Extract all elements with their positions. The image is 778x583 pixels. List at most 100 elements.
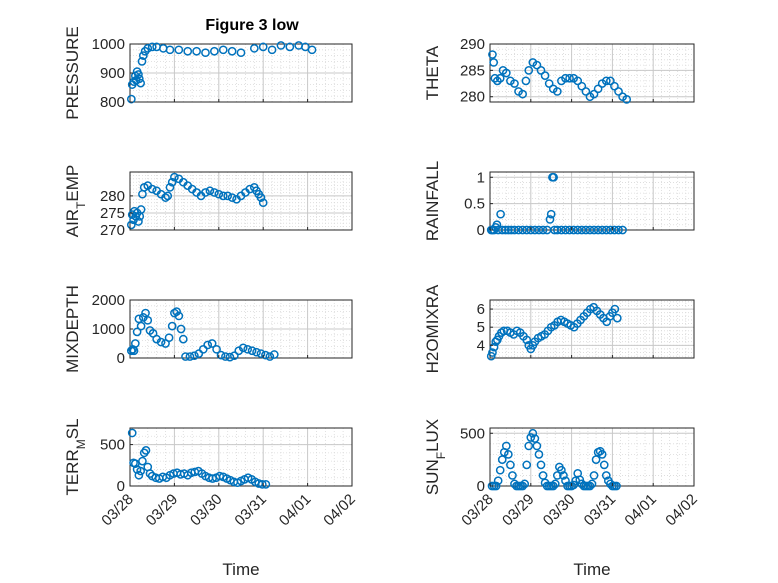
plot-area (490, 44, 694, 102)
data-point (247, 346, 257, 356)
data-point (138, 51, 148, 60)
subplot-5: 0 1000 2000 MIXDEPTH (63, 285, 353, 373)
data-point (307, 45, 317, 55)
data-point (147, 42, 157, 52)
data-point (489, 58, 499, 67)
axes-box (489, 43, 695, 103)
data-point (492, 220, 502, 230)
data-point (167, 177, 177, 187)
data-point (145, 469, 155, 478)
data-point (205, 186, 215, 196)
data-point (165, 183, 175, 192)
figure-title: Figure 3 low (205, 17, 299, 34)
data-point (201, 48, 210, 58)
y-tick-label: 285 (460, 62, 485, 79)
data-point (218, 45, 228, 55)
data-point (201, 188, 210, 197)
data-point (549, 172, 558, 182)
data-point (589, 89, 599, 99)
axes-box (129, 171, 353, 231)
data-point (192, 46, 201, 56)
data-point (569, 225, 578, 235)
data-point (141, 446, 151, 455)
x-axis-title: Time (573, 560, 610, 579)
y-tick-label: 1000 (92, 36, 125, 53)
data-point (126, 94, 136, 104)
data-point (165, 45, 175, 55)
data-point (501, 441, 511, 451)
data-point (518, 225, 527, 235)
y-axis-title: H2OMIXRA (423, 284, 442, 373)
data-point (194, 349, 204, 358)
subplot-1: 800 900 1000 PRESSURE (63, 26, 353, 120)
subplot-8: 0 500 03/28 03/29 03/30 03/31 04/01 04/02 Time SU… (423, 419, 701, 579)
data-point (276, 41, 286, 50)
y-tick-label: 0 (477, 478, 485, 495)
data-point (138, 456, 147, 466)
data-point (198, 344, 208, 354)
y-tick-label: 270 (100, 222, 125, 239)
subplot-2: 280 285 290 THETA (423, 36, 695, 106)
y-tick-label: 275 (100, 205, 125, 222)
data-point (223, 191, 233, 201)
y-tick-label: 900 (100, 65, 125, 82)
y-tick-label: 280 (460, 89, 485, 106)
data-point (174, 311, 184, 321)
data-point (606, 225, 615, 235)
y-axis-title: THETA (423, 45, 442, 100)
data-point (565, 73, 574, 83)
data-point (585, 481, 595, 491)
data-point (261, 350, 270, 360)
data-point (614, 87, 623, 96)
data-point (593, 84, 603, 94)
axes-box (489, 171, 695, 231)
data-point (134, 70, 143, 79)
y-tick-label: 6 (477, 301, 485, 318)
data-point (249, 44, 259, 53)
data-point (495, 465, 505, 475)
data-point (581, 225, 591, 235)
data-point (569, 480, 578, 490)
x-tick-label: 03/29 (143, 491, 182, 530)
data-point (612, 313, 622, 323)
data-point (508, 471, 517, 480)
data-point (599, 460, 609, 470)
data-point (544, 79, 554, 88)
data-point (536, 460, 546, 470)
data-point (577, 81, 587, 91)
data-point (265, 352, 275, 361)
data-point (565, 225, 574, 235)
data-point (489, 342, 499, 352)
subplot-6: 456 H2OMIXRA (423, 284, 695, 373)
y-axis-title: TERRMSL (63, 418, 88, 495)
x-tick-label: 03/30 (540, 491, 579, 530)
data-point (172, 307, 181, 316)
subplot-4: 0 0.5 1 RAINFALL (423, 161, 695, 241)
data-point (581, 87, 591, 96)
data-point (495, 73, 505, 83)
data-point (521, 76, 531, 86)
data-point (252, 347, 261, 357)
data-point (606, 76, 615, 86)
data-point (522, 335, 532, 345)
data-point (506, 460, 515, 470)
data-point (501, 225, 510, 235)
data-point (227, 46, 237, 56)
data-point (597, 450, 607, 459)
x-tick-label: 03/29 (499, 491, 538, 530)
data-point (614, 225, 623, 235)
data-point (488, 50, 497, 59)
data-point (589, 471, 599, 480)
plot-area (490, 428, 694, 486)
y-tick-label: 4 (477, 337, 485, 354)
y-tick-label: 280 (100, 188, 125, 205)
axes-box (489, 299, 695, 359)
data-point (504, 450, 513, 459)
data-point (589, 225, 599, 235)
y-tick-label: 500 (100, 437, 125, 454)
data-point (518, 481, 527, 491)
y-tick-label: 0 (477, 222, 485, 239)
data-point (212, 344, 221, 354)
data-point (174, 45, 184, 55)
